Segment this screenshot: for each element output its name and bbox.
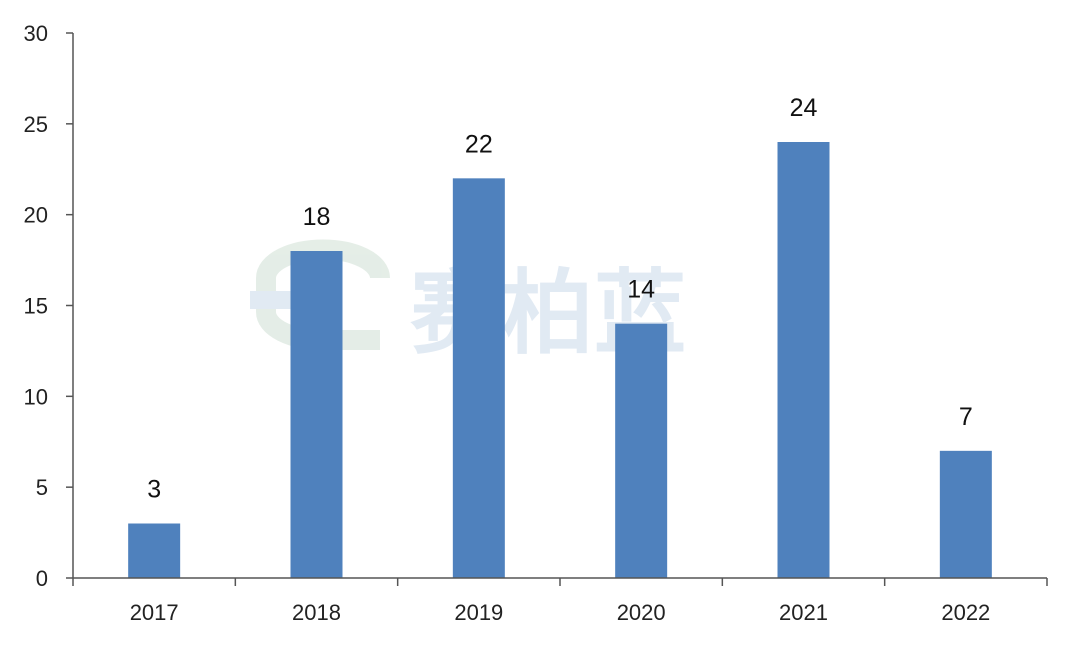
x-tick-label: 2021 [779,600,828,625]
data-label-2018: 18 [303,203,331,231]
x-tick-label: 2019 [454,600,503,625]
x-axis: 2017 2018 2019 2020 2021 2022 [72,577,1048,625]
data-labels: 3 18 22 14 24 7 [147,94,973,504]
x-tick-label: 2017 [130,600,179,625]
data-label-2022: 7 [959,403,973,431]
y-tick-label: 0 [36,566,48,591]
y-tick-label: 10 [24,384,48,409]
data-label-2017: 3 [147,476,161,504]
x-tick-label: 2020 [617,600,666,625]
y-tick-label: 25 [24,112,48,137]
data-label-2019: 22 [465,130,493,158]
data-label-2020: 14 [627,276,655,304]
bar-2017 [128,523,181,578]
bar-2021 [777,142,830,578]
y-axis: 0 5 10 15 20 25 30 [24,21,74,591]
y-tick-label: 20 [24,203,48,228]
bar-2022 [939,450,992,578]
y-tick-label: 15 [24,294,48,319]
x-tick-label: 2022 [941,600,990,625]
plot-area [128,142,992,579]
data-label-2021: 24 [790,94,818,122]
bar-2018 [290,251,343,578]
y-tick-label: 5 [36,475,48,500]
bar-2019 [452,178,505,579]
y-tick-label: 30 [24,21,48,46]
x-tick-label: 2018 [292,600,341,625]
bar-2020 [615,323,668,578]
